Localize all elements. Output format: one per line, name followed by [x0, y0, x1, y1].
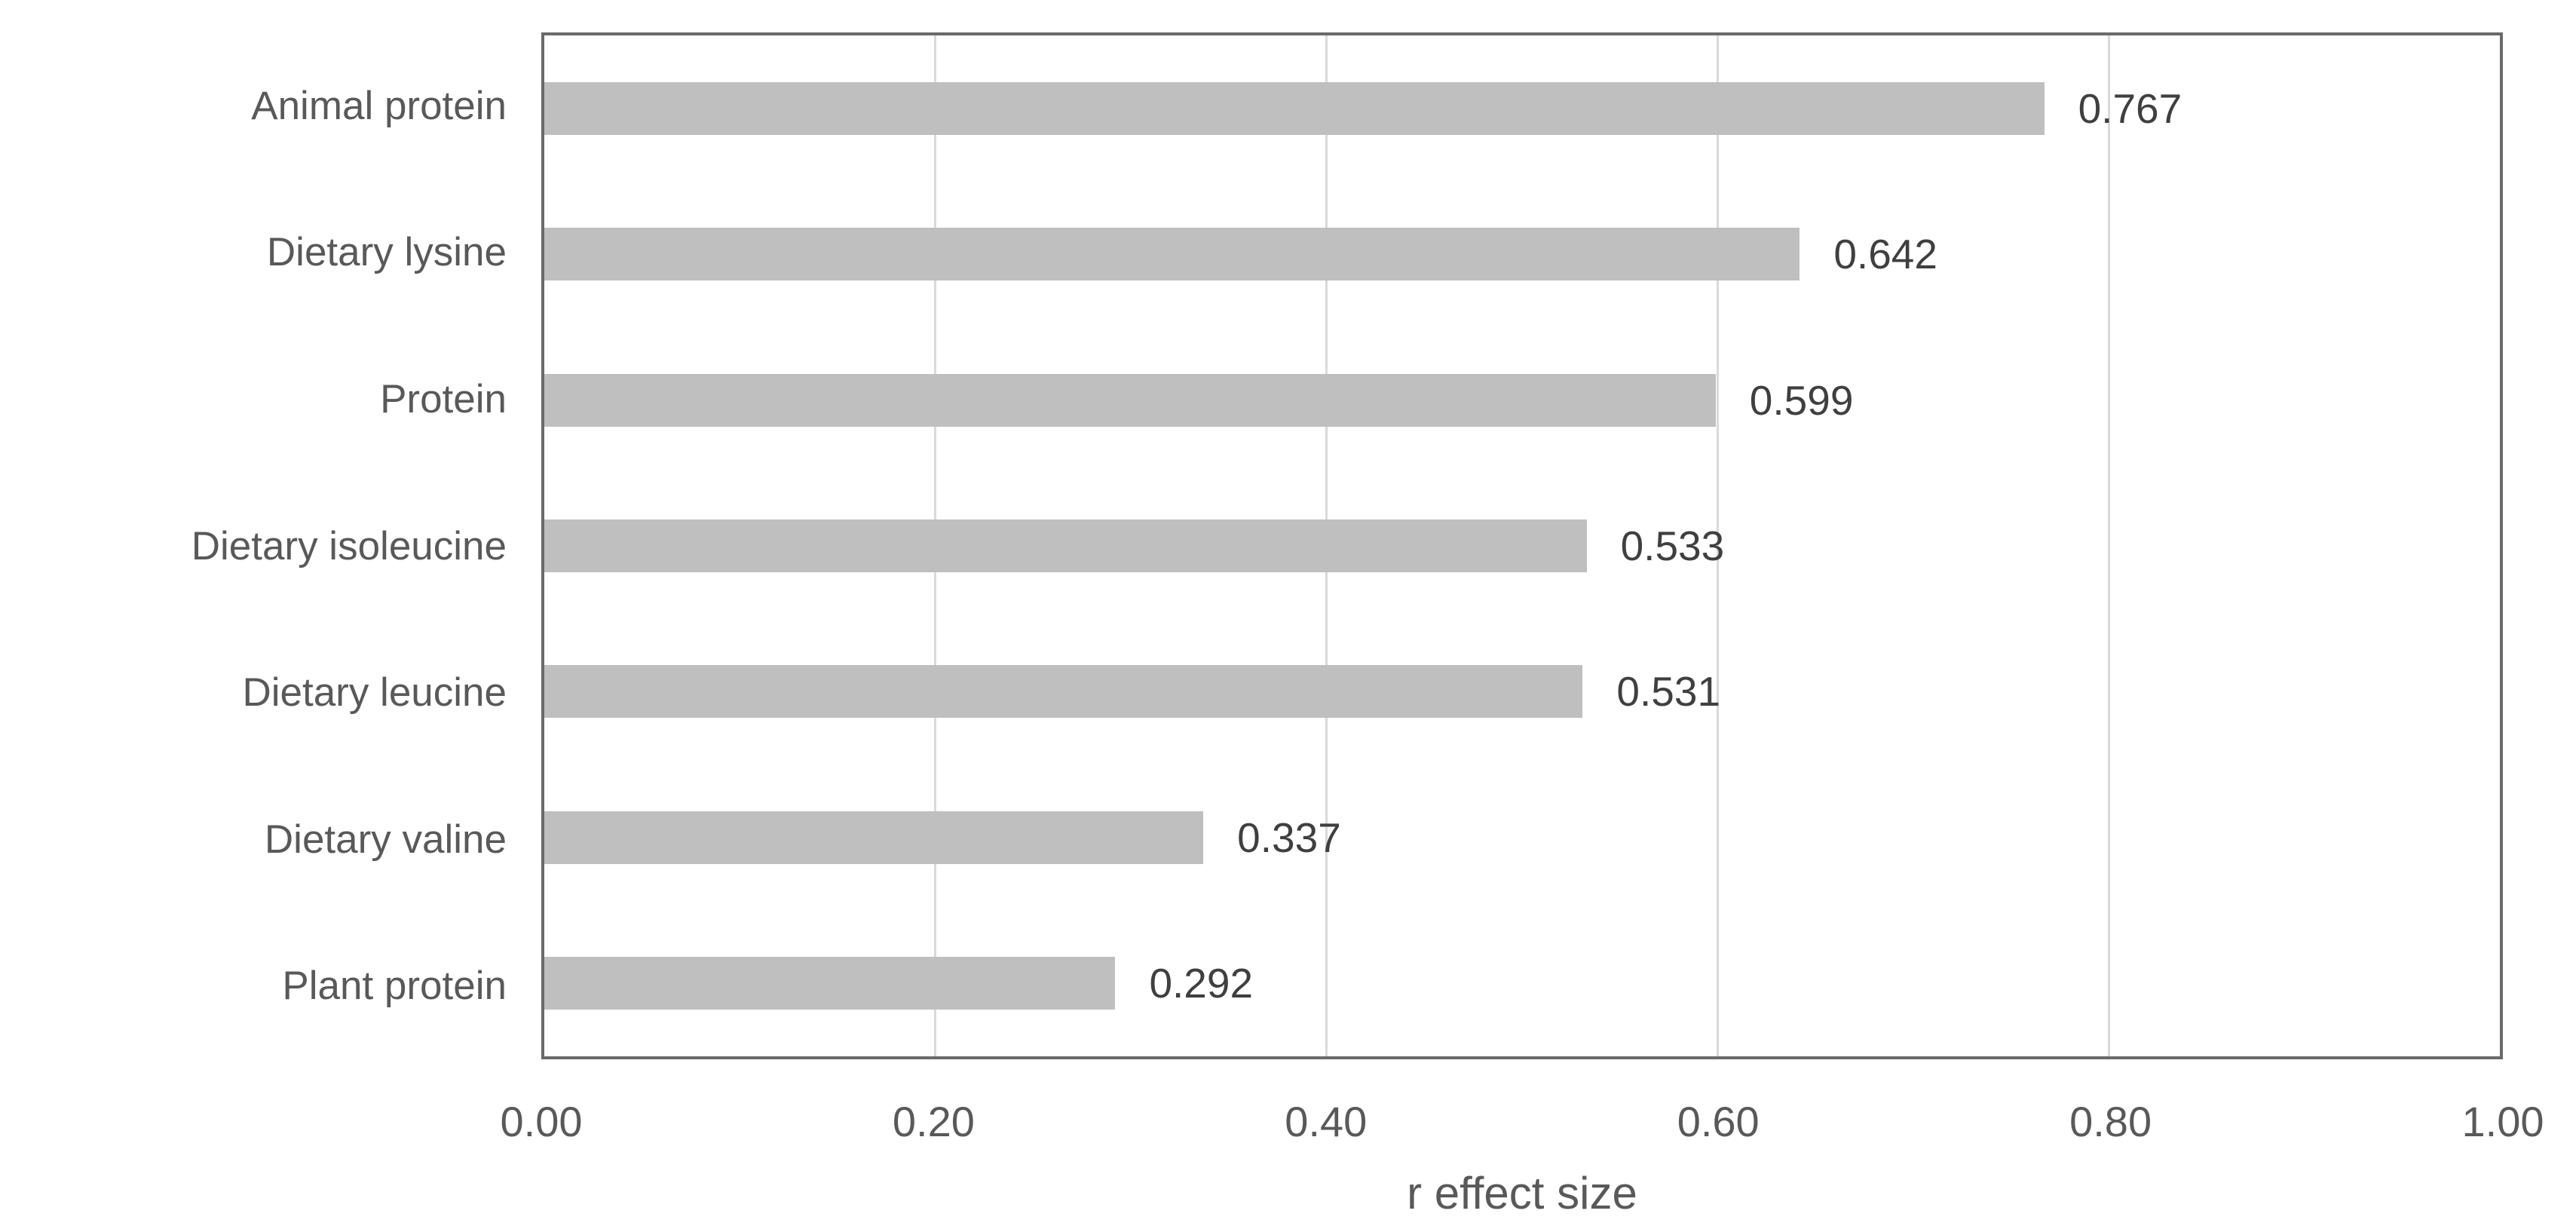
x-tick-label: 0.40 — [1285, 1098, 1368, 1145]
bar-value-label: 0.531 — [1616, 668, 1721, 716]
bar-row: 0.767 — [544, 35, 2500, 181]
bar-row: 0.337 — [544, 765, 2500, 910]
category-label: Dietary valine — [264, 817, 507, 862]
x-tick-label: 0.80 — [2069, 1098, 2152, 1145]
plot-area: 0.767 0.642 0.599 0.533 0.531 0.337 0.292 — [541, 32, 2503, 1059]
bar-row: 0.533 — [544, 473, 2500, 618]
bar-value-label: 0.292 — [1149, 960, 1254, 1007]
bar — [544, 957, 1116, 1010]
x-tick-label: 0.00 — [500, 1098, 583, 1145]
category-label: Dietary lysine — [266, 230, 507, 275]
bar-row: 0.599 — [544, 327, 2500, 473]
bar — [544, 519, 1587, 572]
x-tick-label: 1.00 — [2461, 1098, 2544, 1145]
bar — [544, 665, 1583, 719]
bar-value-label: 0.642 — [1833, 231, 1937, 278]
bar-value-label: 0.533 — [1620, 522, 1725, 569]
category-label: Dietary isoleucine — [191, 523, 507, 568]
category-label: Protein — [380, 376, 507, 421]
category-label: Animal protein — [251, 83, 507, 128]
bar-series: 0.767 0.642 0.599 0.533 0.531 0.337 0.292 — [544, 35, 2500, 1056]
bar — [544, 811, 1204, 864]
gridline — [2107, 35, 2110, 1056]
bar — [544, 373, 1716, 427]
bar-row: 0.531 — [544, 619, 2500, 765]
y-axis-category-labels: Animal protein Dietary lysine Protein Dieta… — [0, 32, 507, 1059]
category-label: Dietary leucine — [242, 670, 507, 716]
x-tick-label: 0.20 — [892, 1098, 975, 1145]
x-axis-title: r effect size — [1407, 1168, 1637, 1218]
category-label: Plant protein — [282, 964, 507, 1009]
bar — [544, 228, 1800, 281]
bar-row: 0.642 — [544, 181, 2500, 326]
bar-value-label: 0.337 — [1237, 814, 1341, 861]
bar-row: 0.292 — [544, 911, 2500, 1056]
bar-value-label: 0.599 — [1749, 376, 1854, 424]
gridline — [1716, 35, 1719, 1056]
x-tick-label: 0.60 — [1677, 1098, 1760, 1145]
bar — [544, 81, 2045, 135]
bar-value-label: 0.767 — [2078, 84, 2182, 132]
x-axis-tick-labels: 0.00 0.20 0.40 0.60 0.80 1.00 — [501, 1097, 2544, 1150]
